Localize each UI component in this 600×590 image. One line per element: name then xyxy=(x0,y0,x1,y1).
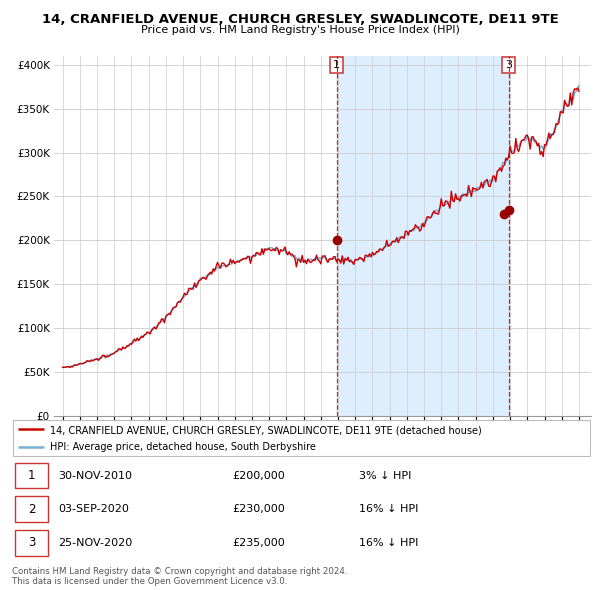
FancyBboxPatch shape xyxy=(13,421,590,455)
Text: 1: 1 xyxy=(28,469,35,482)
Text: 03-SEP-2020: 03-SEP-2020 xyxy=(58,504,129,514)
Text: 30-NOV-2010: 30-NOV-2010 xyxy=(58,471,133,480)
Text: 3: 3 xyxy=(505,60,512,70)
Text: 16% ↓ HPI: 16% ↓ HPI xyxy=(359,504,419,514)
FancyBboxPatch shape xyxy=(15,496,49,522)
Text: 14, CRANFIELD AVENUE, CHURCH GRESLEY, SWADLINCOTE, DE11 9TE (detached house): 14, CRANFIELD AVENUE, CHURCH GRESLEY, SW… xyxy=(50,425,481,435)
Text: £235,000: £235,000 xyxy=(232,538,285,548)
Text: 2: 2 xyxy=(28,503,35,516)
Text: Price paid vs. HM Land Registry's House Price Index (HPI): Price paid vs. HM Land Registry's House … xyxy=(140,25,460,35)
Text: 14, CRANFIELD AVENUE, CHURCH GRESLEY, SWADLINCOTE, DE11 9TE: 14, CRANFIELD AVENUE, CHURCH GRESLEY, SW… xyxy=(41,13,559,26)
Bar xyxy=(337,56,509,416)
Text: £200,000: £200,000 xyxy=(232,471,285,480)
Text: 3% ↓ HPI: 3% ↓ HPI xyxy=(359,471,412,480)
Text: 1: 1 xyxy=(333,60,340,70)
Text: 3: 3 xyxy=(28,536,35,549)
FancyBboxPatch shape xyxy=(15,530,49,556)
Text: £230,000: £230,000 xyxy=(232,504,285,514)
Text: 25-NOV-2020: 25-NOV-2020 xyxy=(58,538,133,548)
Text: 16% ↓ HPI: 16% ↓ HPI xyxy=(359,538,419,548)
FancyBboxPatch shape xyxy=(15,463,49,489)
Text: HPI: Average price, detached house, South Derbyshire: HPI: Average price, detached house, Sout… xyxy=(50,442,316,453)
Text: Contains HM Land Registry data © Crown copyright and database right 2024.
This d: Contains HM Land Registry data © Crown c… xyxy=(12,567,347,586)
